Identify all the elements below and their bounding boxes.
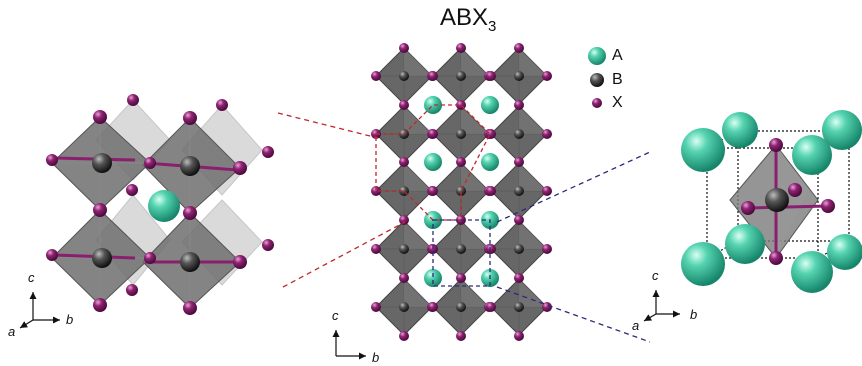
a-site-atom (722, 112, 758, 148)
a-site-atom (681, 128, 725, 172)
x-site-atom (428, 302, 438, 312)
b-site-atom (514, 71, 524, 81)
x-site-atom (371, 129, 381, 139)
a-site-atom (424, 269, 442, 287)
x-site-atom (371, 186, 381, 196)
b-site-atom (514, 129, 524, 139)
legend-label-b: B (612, 71, 623, 88)
b-site-atom (456, 244, 466, 254)
left-axis-c-label: c (28, 270, 35, 285)
b-site-atom (456, 129, 466, 139)
middle-axis-c-label: c (332, 308, 339, 323)
b-site-atom (514, 302, 524, 312)
a-site-atom (424, 153, 442, 171)
x-site-atom (769, 138, 783, 152)
a-site-atom (792, 135, 832, 175)
a-site-atom (822, 110, 862, 150)
legend-label-x: X (612, 94, 623, 111)
connector-lines (277, 112, 651, 343)
x-site-atom (514, 157, 524, 167)
b-site-atom (399, 71, 409, 81)
legend-a-swatch (588, 47, 606, 65)
a-site-atom (148, 190, 180, 222)
x-site-atom (456, 273, 466, 283)
x-site-atom (542, 186, 552, 196)
x-site-atom (456, 43, 466, 53)
x-site-atom (399, 100, 409, 110)
b-site-atom (456, 71, 466, 81)
legend-x-swatch (592, 98, 602, 108)
formula-title: ABX3 (440, 4, 497, 35)
x-site-atom (486, 244, 496, 254)
middle-axes (332, 330, 366, 360)
x-site-atom (542, 71, 552, 81)
x-site-atom (399, 43, 409, 53)
b-site-atom (92, 153, 112, 173)
x-site-atom (456, 331, 466, 341)
b-site-atom (180, 156, 200, 176)
x-site-atom (542, 302, 552, 312)
middle-tilted-structure (371, 43, 552, 341)
a-site-atom (424, 96, 442, 114)
b-site-atom (456, 302, 466, 312)
legend (588, 47, 606, 108)
right-unit-cell (643, 110, 862, 322)
middle-axis-b-label: b (372, 350, 380, 365)
x-site-atom (371, 244, 381, 254)
x-site-atom (428, 71, 438, 81)
right-axes (643, 290, 680, 322)
x-site-atom (371, 71, 381, 81)
x-site-atom (486, 71, 496, 81)
a-site-atom (681, 242, 725, 286)
left-axes (19, 292, 60, 329)
b-site-atom (456, 186, 466, 196)
x-site-atom (486, 302, 496, 312)
x-site-atom (542, 129, 552, 139)
x-site-atom (514, 43, 524, 53)
right-axis-b-label: b (690, 307, 698, 322)
x-site-atom (514, 100, 524, 110)
x-site-atom (371, 302, 381, 312)
x-site-atom (428, 186, 438, 196)
right-axis-c-label: c (652, 268, 659, 283)
a-site-atom (481, 153, 499, 171)
b-site-atom (514, 244, 524, 254)
x-site-atom (821, 199, 835, 213)
b-site-atom (180, 252, 200, 272)
a-site-atom (481, 96, 499, 114)
x-site-atom (788, 183, 802, 197)
x-site-atom (399, 215, 409, 225)
b-site-atom (92, 248, 112, 268)
x-site-atom (399, 273, 409, 283)
x-site-atom (514, 215, 524, 225)
x-site-atom (456, 157, 466, 167)
b-site-atom (399, 244, 409, 254)
x-site-atom (514, 331, 524, 341)
legend-label-a: A (612, 47, 623, 64)
left-axis-a-label: a (8, 324, 16, 339)
left-axis-b-label: b (66, 312, 74, 327)
legend-b-swatch (590, 73, 604, 87)
b-site-atom (514, 186, 524, 196)
x-site-atom (514, 273, 524, 283)
x-site-atom (399, 331, 409, 341)
b-site-atom (399, 302, 409, 312)
x-site-atom (399, 157, 409, 167)
a-site-atom (791, 251, 833, 293)
x-site-atom (769, 251, 783, 265)
right-axis-a-label: a (632, 318, 640, 333)
x-site-atom (741, 201, 755, 215)
x-site-atom (486, 186, 496, 196)
x-site-atoms (46, 94, 274, 315)
left-cubic-structure (19, 94, 274, 329)
x-site-atom (542, 244, 552, 254)
b-site-atom (765, 188, 789, 212)
a-site-atom (725, 224, 765, 264)
x-site-atom (428, 129, 438, 139)
a-site-atom (827, 234, 862, 270)
